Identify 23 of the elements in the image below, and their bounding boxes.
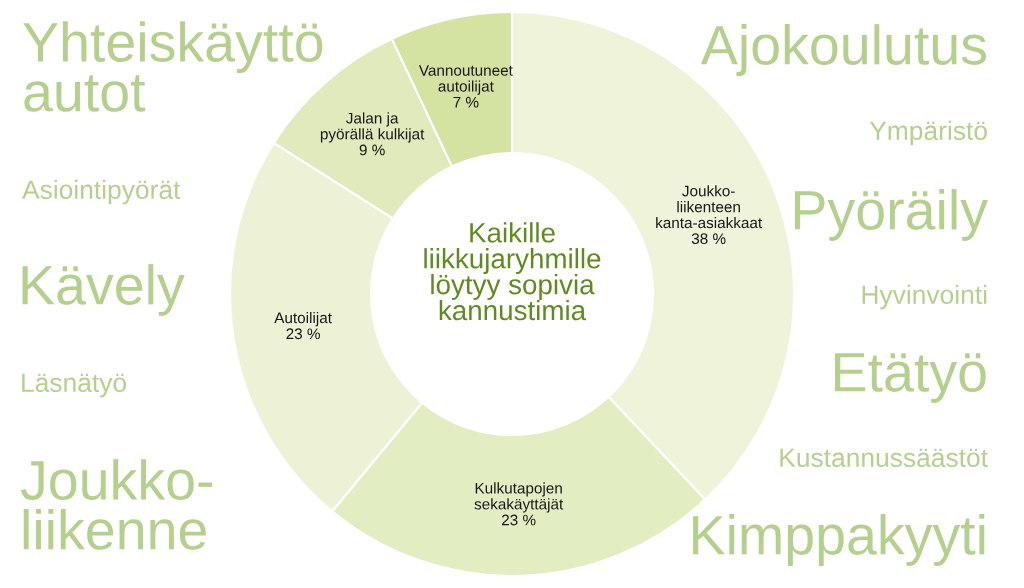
slice-label: Autoilijat — [274, 312, 332, 327]
text: Kävely — [22, 264, 185, 316]
data-label: 38 % — [691, 233, 726, 245]
text: Hyvinvointi — [862, 284, 987, 310]
text: Asiointipyörät — [22, 179, 181, 205]
text: Etätyö — [835, 353, 986, 403]
slice-label: Joukko- liikenteen kanta-asiakkaat — [656, 185, 763, 229]
data-label: 9 % — [359, 144, 385, 156]
data-label: 23 % — [286, 328, 320, 340]
text: Kimppakyyti — [693, 514, 985, 566]
text: Kustannussäästöt — [780, 448, 988, 468]
text: Pyöräily — [794, 189, 988, 241]
text: Ajokoulutus — [700, 24, 987, 76]
data-label: 23 % — [502, 514, 536, 526]
text: Ympäristö — [869, 120, 987, 146]
slice-label: Jalan ja pyörällä kulkijat — [320, 112, 425, 143]
text: Joukko- liikenne — [20, 459, 213, 550]
data-label: 7 % — [453, 96, 479, 108]
text: Kaikille liikkujaryhmille löytyy sopivia kannustimia — [424, 222, 601, 321]
text: Läsnätyö — [22, 373, 126, 398]
slice-label: Kulkutapojen sekakäyttäjät — [474, 482, 564, 513]
slice-label: Vannoutuneet autoilijat — [418, 65, 513, 95]
text: Yhteiskäyttö autot — [23, 21, 323, 112]
